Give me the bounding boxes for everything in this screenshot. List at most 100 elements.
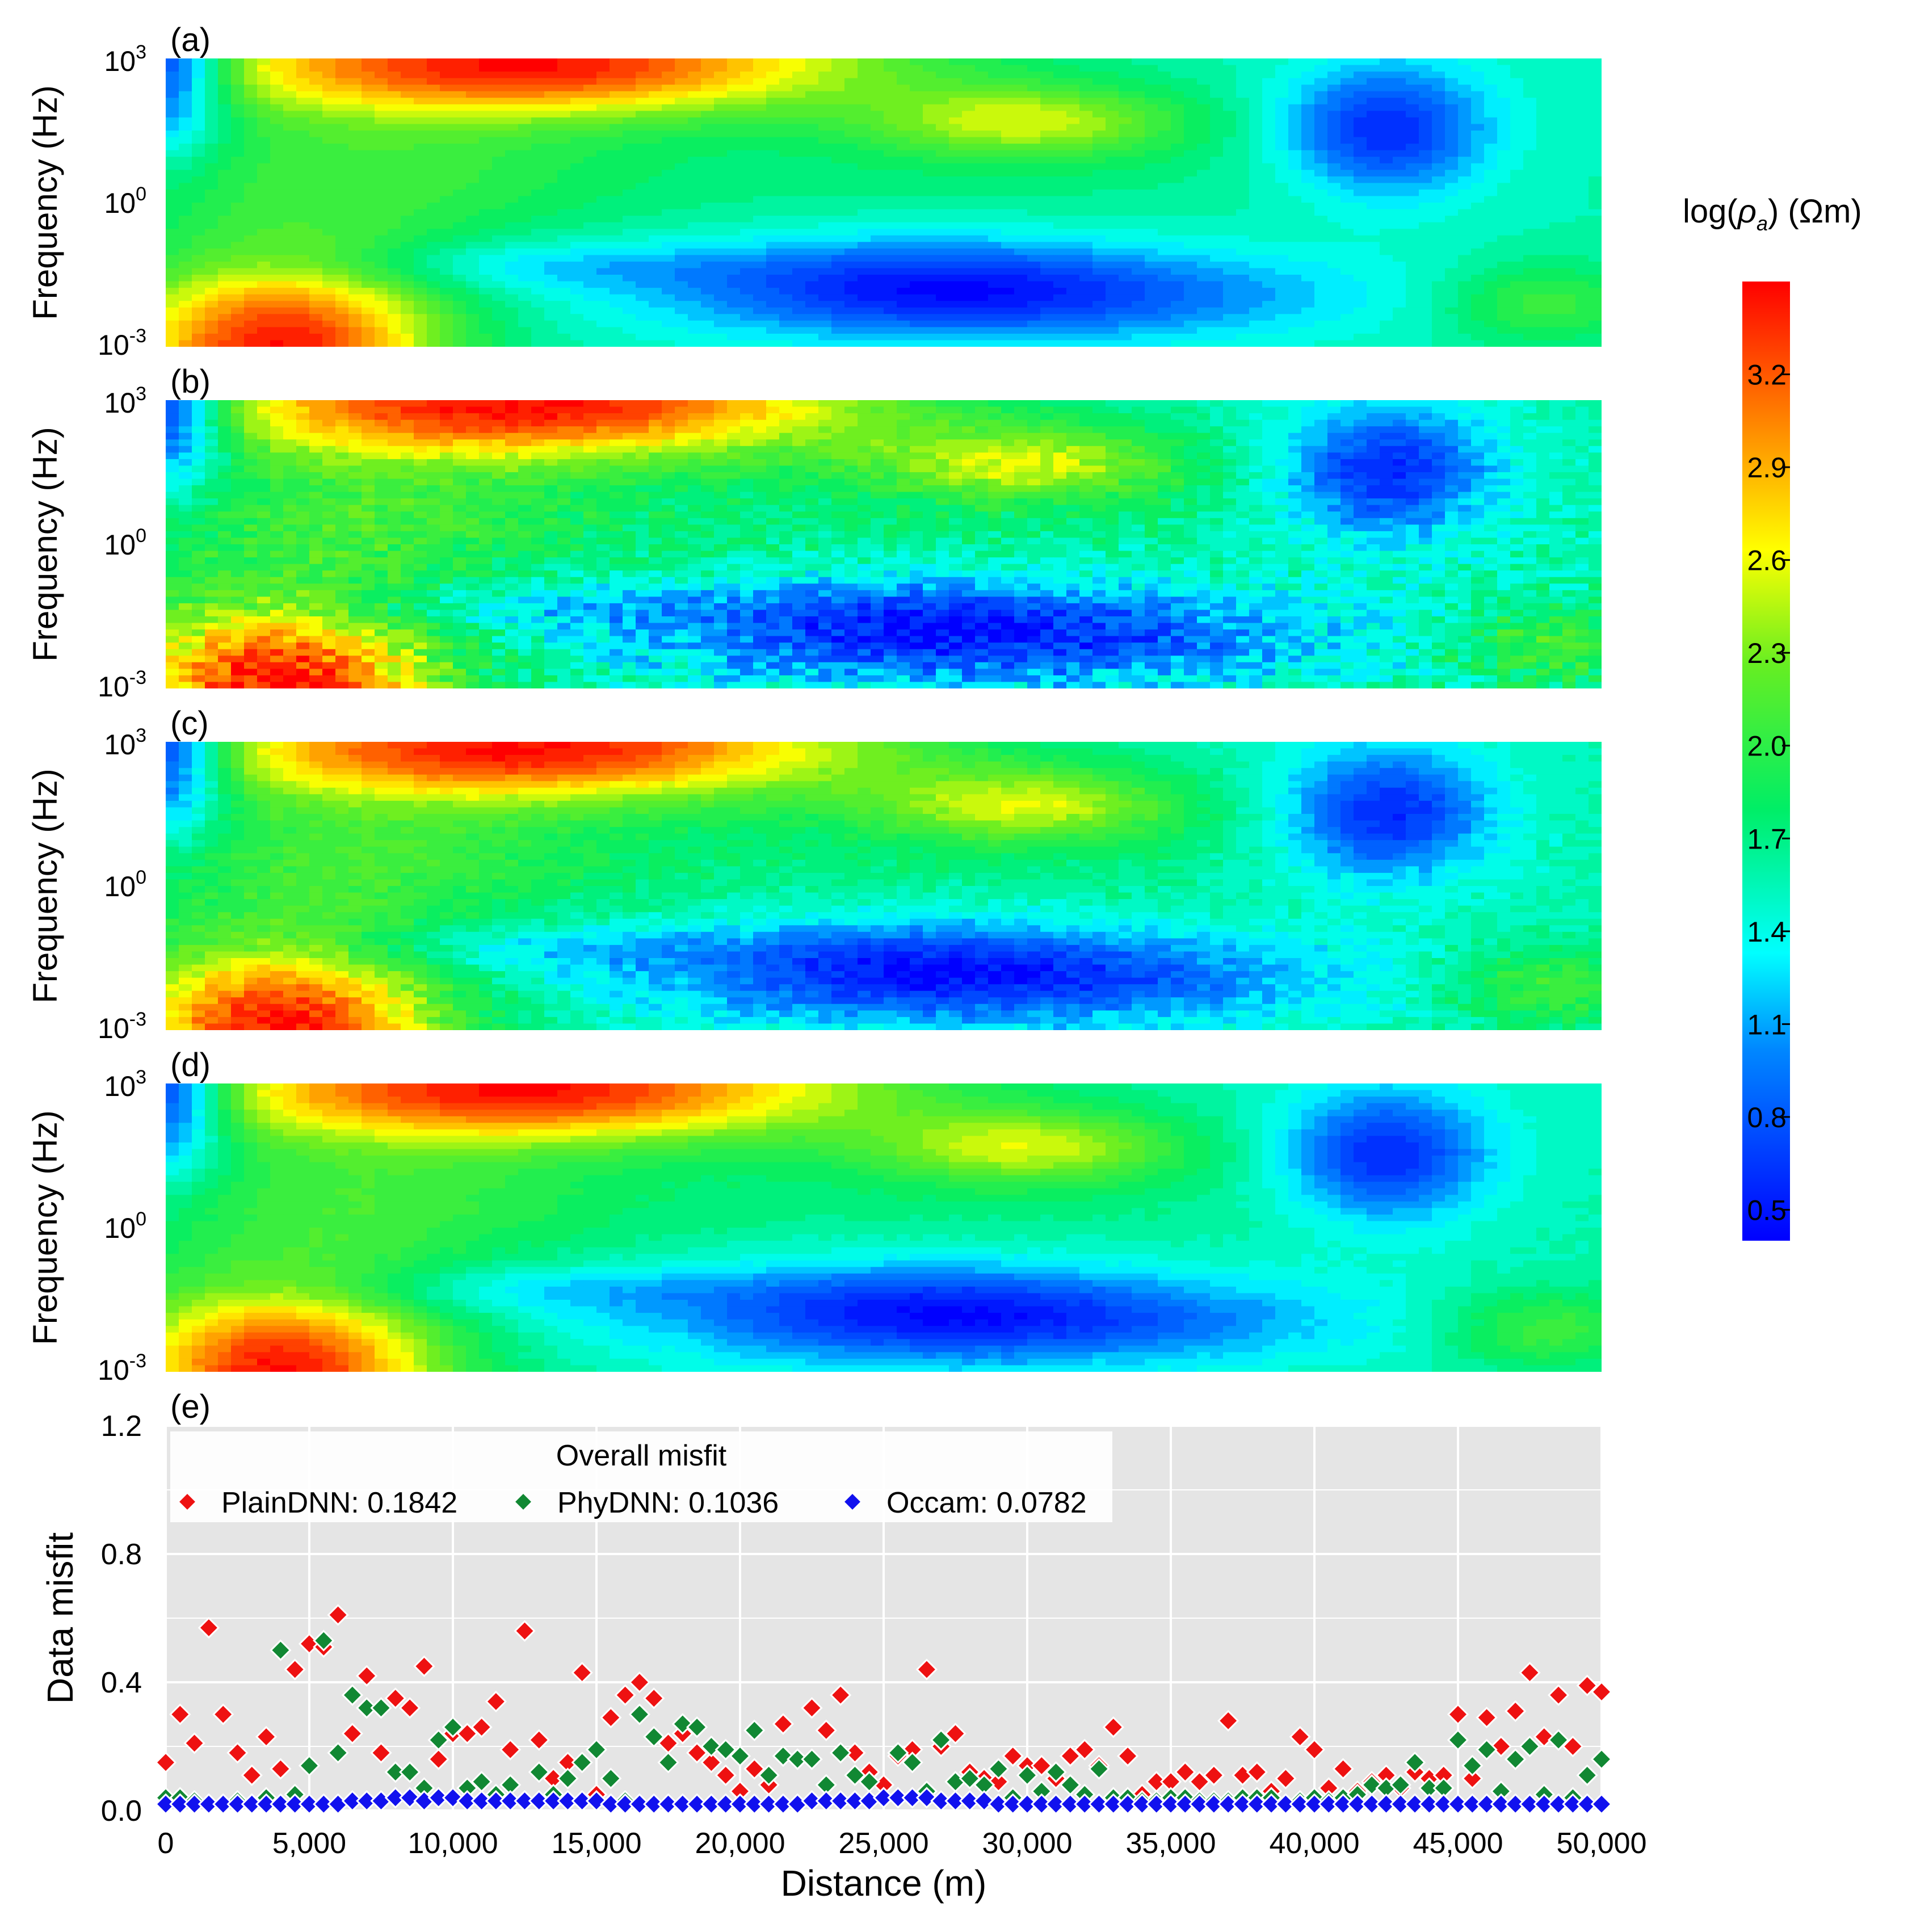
- heatmap-cell: [492, 58, 506, 66]
- heatmap-cell: [1432, 65, 1445, 72]
- heatmap-cell: [1536, 144, 1550, 151]
- heatmap-cell: [388, 203, 401, 210]
- heatmap-cell: [492, 327, 506, 334]
- heatmap-cell: [1106, 124, 1119, 131]
- heatmap-cell: [1340, 150, 1354, 157]
- heatmap-cell: [1432, 294, 1445, 301]
- heatmap-cell: [427, 222, 440, 229]
- heatmap-cell: [518, 58, 532, 66]
- heatmap-cell: [1380, 196, 1393, 203]
- heatmap-cell: [727, 268, 741, 275]
- heatmap-cell: [231, 275, 245, 282]
- heatmap-cell: [740, 111, 754, 118]
- heatmap-cell: [309, 222, 323, 229]
- heatmap-cell: [1001, 91, 1015, 98]
- heatmap-cell: [936, 307, 949, 314]
- heatmap-cell: [1119, 91, 1132, 98]
- heatmap-cell: [388, 275, 401, 282]
- heatmap-cell: [805, 320, 819, 327]
- heatmap-cell: [1171, 229, 1184, 236]
- heatmap-cell: [1314, 196, 1328, 203]
- heatmap-cell: [727, 229, 741, 236]
- heatmap-cell: [805, 163, 819, 170]
- heatmap-cell: [1275, 222, 1289, 229]
- heatmap-cell: [1354, 183, 1367, 190]
- heatmap-cell: [1001, 216, 1015, 223]
- heatmap-cell: [1562, 78, 1576, 85]
- heatmap-cell: [1406, 275, 1419, 282]
- heatmap-cell: [910, 203, 923, 210]
- heatmap-cell: [1040, 144, 1054, 151]
- heatmap-cell: [936, 176, 949, 183]
- heatmap-cell: [440, 229, 453, 236]
- heatmap-cell: [688, 327, 701, 334]
- heatmap-cell: [831, 216, 845, 223]
- heatmap-cell: [701, 314, 715, 321]
- heatmap-cell: [1471, 281, 1485, 288]
- heatmap-cell: [844, 98, 858, 105]
- heatmap-cell: [897, 91, 910, 98]
- heatmap-cell: [675, 131, 688, 138]
- heatmap-cell: [231, 58, 245, 66]
- heatmap-cell: [1171, 209, 1184, 216]
- heatmap-cell: [688, 216, 701, 223]
- heatmap-cell: [1040, 301, 1054, 308]
- heatmap-cell: [1432, 104, 1445, 111]
- heatmap-cell: [335, 98, 349, 105]
- heatmap-cell: [231, 222, 245, 229]
- heatmap-cell: [309, 261, 323, 269]
- heatmap-cell: [1314, 301, 1328, 308]
- heatmap-cell: [649, 91, 662, 98]
- heatmap-cell: [205, 117, 218, 125]
- heatmap-cell: [779, 85, 793, 92]
- heatmap-cell: [257, 268, 271, 275]
- heatmap-cell: [1562, 248, 1576, 255]
- heatmap-cell: [453, 255, 467, 262]
- heatmap-cell: [727, 137, 741, 144]
- heatmap-cell: [818, 222, 832, 229]
- heatmap-cell: [962, 58, 976, 66]
- heatmap-cell: [727, 261, 741, 269]
- heatmap-cell: [792, 111, 806, 118]
- heatmap-cell: [988, 104, 1002, 111]
- heatmap-cell: [492, 98, 506, 105]
- heatmap-cell: [1210, 235, 1224, 242]
- heatmap-cell: [427, 58, 440, 66]
- heatmap-cell: [453, 58, 467, 66]
- heatmap-cell: [1106, 91, 1119, 98]
- heatmap-cell: [335, 65, 349, 72]
- heatmap-cell: [1471, 400, 1485, 408]
- heatmap-cell: [492, 294, 506, 301]
- heatmap-cell: [1432, 131, 1445, 138]
- heatmap-cell: [388, 307, 401, 314]
- heatmap-cell: [1132, 144, 1145, 151]
- heatmap-cell: [831, 131, 845, 138]
- heatmap-cell: [1575, 255, 1589, 262]
- heatmap-cell: [1562, 157, 1576, 164]
- heatmap-cell: [1053, 104, 1067, 111]
- heatmap-cell: [910, 301, 923, 308]
- heatmap-cell: [296, 91, 310, 98]
- heatmap-cell: [596, 58, 610, 66]
- heatmap-cell: [1053, 91, 1067, 98]
- heatmap-cell: [322, 281, 336, 288]
- heatmap-cell: [688, 98, 701, 105]
- heatmap-cell: [818, 327, 832, 334]
- heatmap-cell: [283, 248, 297, 255]
- heatmap-cell: [1340, 72, 1354, 79]
- heatmap-cell: [897, 98, 910, 105]
- heatmap-cell: [753, 235, 767, 242]
- heatmap-cell: [1327, 275, 1341, 282]
- heatmap-cell: [1145, 72, 1158, 79]
- heatmap-cell: [362, 131, 375, 138]
- heatmap-cell: [1536, 176, 1550, 183]
- heatmap-cell: [531, 340, 545, 347]
- heatmap-cell: [1562, 150, 1576, 157]
- heatmap-cell: [283, 275, 297, 282]
- y-tick-base: 10: [98, 329, 129, 361]
- heatmap-cell: [1458, 314, 1472, 321]
- heatmap-cell: [805, 176, 819, 183]
- heatmap-cell: [466, 196, 480, 203]
- heatmap-cell: [1484, 288, 1498, 295]
- heatmap-cell: [1106, 58, 1119, 66]
